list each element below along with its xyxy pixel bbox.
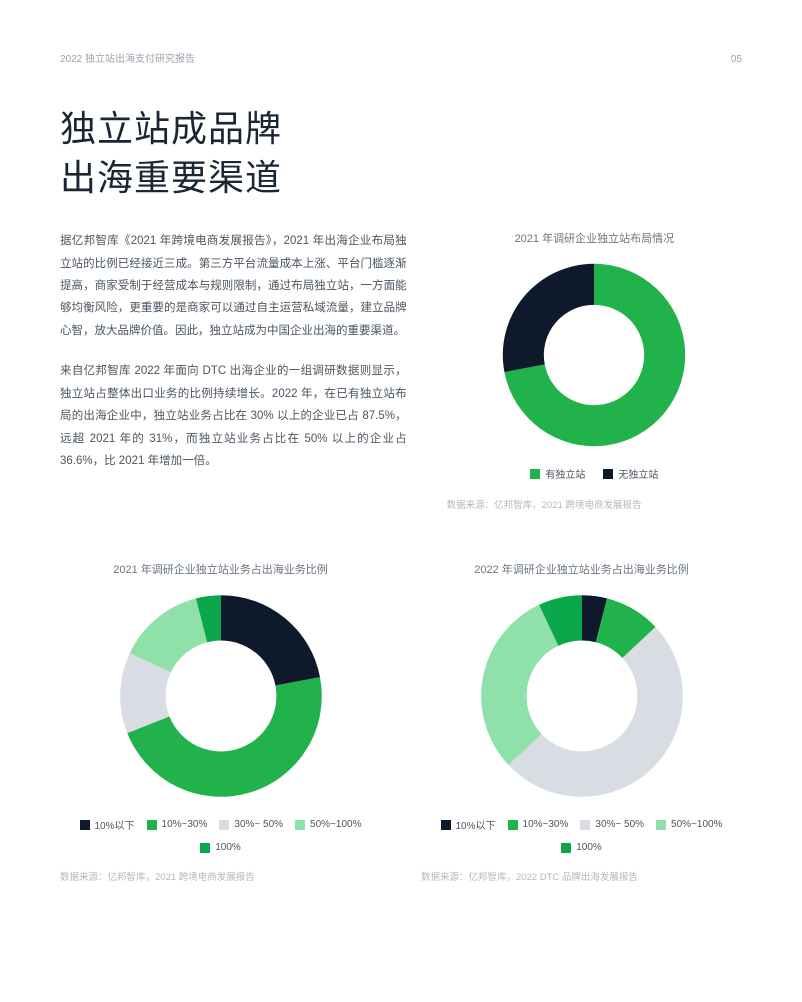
legend-label: 无独立站 <box>618 466 658 481</box>
chart-3-donut <box>477 591 687 801</box>
legend-item: 50%~100% <box>295 817 361 832</box>
legend-label: 30%~ 50% <box>234 819 283 830</box>
legend-label: 10%~30% <box>523 819 569 830</box>
legend-label: 100% <box>215 842 241 853</box>
legend-swatch <box>508 820 518 830</box>
legend-item: 30%~ 50% <box>219 817 283 832</box>
bottom-section: 2021 年调研企业独立站业务占出海业务比例 10%以下 10%~30% 30%~ … <box>60 561 742 883</box>
doc-title: 2022 独立站出海支付研究报告 <box>60 50 195 65</box>
chart-1-container: 2021 年调研企业独立站布局情况 有独立站 无独立站 数据来源：亿邦智库，202… <box>447 230 742 511</box>
title-line-1: 独立站成品牌 <box>60 108 282 149</box>
legend-label: 50%~100% <box>310 819 361 830</box>
legend-item: 100% <box>200 842 241 853</box>
legend-item: 100% <box>561 842 602 853</box>
legend-label: 50%~100% <box>671 819 722 830</box>
chart-1-legend: 有独立站 无独立站 <box>530 466 658 481</box>
legend-label: 10%以下 <box>95 817 135 832</box>
paragraph-1: 据亿邦智库《2021 年跨境电商发展报告》，2021 年出海企业布局独立站的比例… <box>60 230 407 342</box>
chart-2-legend: 10%以下 10%~30% 30%~ 50% 50%~100% 100% <box>60 817 381 853</box>
legend-label: 100% <box>576 842 602 853</box>
chart-3-legend: 10%以下 10%~30% 30%~ 50% 50%~100% 100% <box>421 817 742 853</box>
legend-item: 有独立站 <box>530 466 585 481</box>
legend-item: 10%~30% <box>508 817 569 832</box>
chart-2-source: 数据来源：亿邦智库，2021 跨境电商发展报告 <box>60 869 381 883</box>
chart-1-title: 2021 年调研企业独立站布局情况 <box>515 230 675 246</box>
chart-1-donut <box>499 260 689 450</box>
legend-swatch <box>80 820 90 830</box>
legend-swatch <box>441 820 451 830</box>
title-line-2: 出海重要渠道 <box>60 157 282 198</box>
legend-swatch <box>295 820 305 830</box>
legend-item: 10%以下 <box>80 817 135 832</box>
legend-item: 50%~100% <box>656 817 722 832</box>
legend-swatch <box>147 820 157 830</box>
donut-slice <box>221 595 320 685</box>
legend-swatch <box>219 820 229 830</box>
donut-slice <box>503 264 594 372</box>
chart-3-source: 数据来源：亿邦智库，2022 DTC 品牌出海发展报告 <box>421 869 742 883</box>
chart-3-title: 2022 年调研企业独立站业务占出海业务比例 <box>474 561 689 577</box>
body-text: 据亿邦智库《2021 年跨境电商发展报告》，2021 年出海企业布局独立站的比例… <box>60 230 407 511</box>
legend-item: 30%~ 50% <box>580 817 644 832</box>
legend-swatch <box>200 843 210 853</box>
legend-label: 30%~ 50% <box>595 819 644 830</box>
top-section: 据亿邦智库《2021 年跨境电商发展报告》，2021 年出海企业布局独立站的比例… <box>60 230 742 511</box>
page-header: 2022 独立站出海支付研究报告 05 <box>60 50 742 65</box>
legend-swatch <box>603 469 613 479</box>
legend-item: 10%以下 <box>441 817 496 832</box>
legend-label: 10%~30% <box>162 819 208 830</box>
chart-1-source: 数据来源：亿邦智库，2021 跨境电商发展报告 <box>447 497 742 511</box>
paragraph-2: 来自亿邦智库 2022 年面向 DTC 出海企业的一组调研数据则显示，独立站占整… <box>60 360 407 472</box>
chart-2-container: 2021 年调研企业独立站业务占出海业务比例 10%以下 10%~30% 30%~ … <box>60 561 381 883</box>
legend-swatch <box>580 820 590 830</box>
legend-item: 无独立站 <box>603 466 658 481</box>
chart-2-title: 2021 年调研企业独立站业务占出海业务比例 <box>113 561 328 577</box>
page-title: 独立站成品牌 出海重要渠道 <box>60 105 742 202</box>
page-number: 05 <box>731 54 742 65</box>
legend-swatch <box>561 843 571 853</box>
legend-label: 有独立站 <box>545 466 585 481</box>
legend-swatch <box>656 820 666 830</box>
legend-item: 10%~30% <box>147 817 208 832</box>
legend-label: 10%以下 <box>456 817 496 832</box>
chart-3-container: 2022 年调研企业独立站业务占出海业务比例 10%以下 10%~30% 30%~ … <box>421 561 742 883</box>
legend-swatch <box>530 469 540 479</box>
chart-2-donut <box>116 591 326 801</box>
